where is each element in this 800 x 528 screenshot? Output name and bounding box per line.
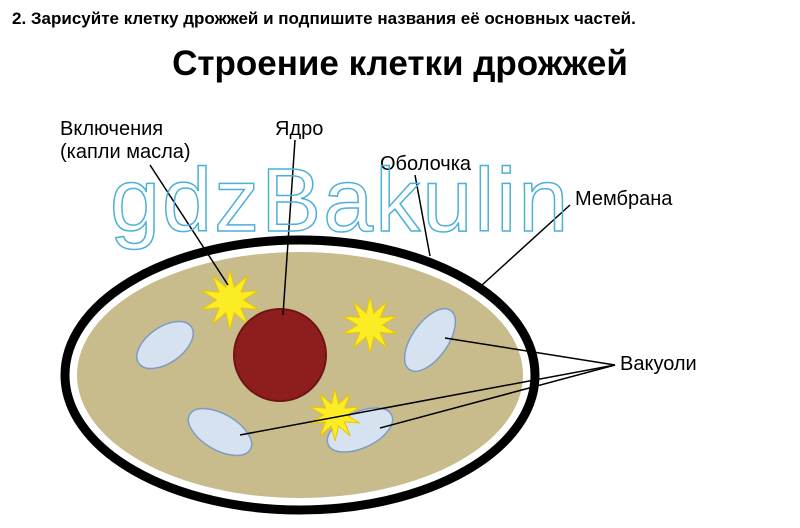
label-inclusions-sub: (капли масла) bbox=[60, 141, 191, 163]
leader-line bbox=[482, 205, 570, 285]
label-shell: Оболочка bbox=[380, 153, 472, 175]
question-text: 2. Зарисуйте клетку дрожжей и подпишите … bbox=[0, 0, 800, 38]
label-vacuoles: Вакуоли bbox=[620, 353, 697, 375]
leader-line bbox=[415, 175, 430, 256]
nucleus bbox=[234, 309, 326, 401]
diagram-title: Строение клетки дрожжей bbox=[0, 44, 800, 84]
cell-diagram: Включения(капли масла) Ядро Оболочка Мембра… bbox=[0, 110, 800, 528]
label-membrane: Мембрана bbox=[575, 188, 673, 210]
label-inclusions: Включения bbox=[60, 118, 163, 140]
label-nucleus: Ядро bbox=[275, 118, 323, 140]
